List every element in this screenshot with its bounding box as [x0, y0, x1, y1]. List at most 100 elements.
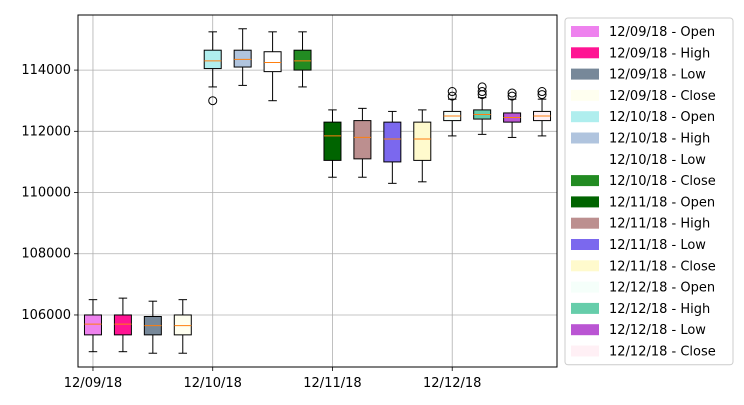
box-body — [113, 314, 132, 336]
x-tick-label: 12/11/18 — [303, 376, 361, 391]
box-body — [233, 49, 252, 68]
x-axis: 12/09/18 12/10/18 12/11/18 12/12/18 — [64, 367, 481, 391]
legend-item: 12/11/18 - Close — [571, 259, 716, 274]
box-12 — [443, 87, 462, 137]
legend-swatch — [571, 68, 599, 80]
box-body — [413, 121, 432, 161]
box-body — [293, 49, 312, 71]
outlier-point — [447, 87, 457, 97]
legend-item: 12/12/18 - Open — [571, 281, 715, 296]
legend-swatch — [571, 89, 599, 101]
outlier-point — [537, 90, 547, 100]
box-4 — [203, 31, 222, 106]
box-9 — [353, 107, 372, 178]
legend-swatch — [571, 26, 599, 37]
box-body — [323, 121, 342, 161]
legend-item: 12/11/18 - Open — [571, 195, 715, 210]
legend-swatch — [571, 175, 599, 187]
box-body — [203, 49, 222, 70]
legend-swatch — [571, 260, 599, 272]
legend-label: 12/09/18 - High — [609, 46, 710, 61]
legend-label: 12/12/18 - High — [609, 302, 710, 317]
legend-item: 12/12/18 - High — [571, 302, 710, 317]
legend-swatch — [571, 47, 599, 59]
legend-label: 12/09/18 - Open — [609, 25, 715, 40]
outlier-point — [507, 88, 517, 98]
legend-item: 12/11/18 - High — [571, 217, 710, 232]
legend-item: 12/10/18 - Close — [571, 174, 716, 189]
legend-item: 12/09/18 - Close — [571, 89, 716, 104]
legend-label: 12/09/18 - Close — [609, 89, 716, 104]
y-axis: 106000 108000 110000 112000 114000 — [21, 63, 78, 323]
legend-label: 12/09/18 - Low — [609, 68, 706, 83]
boxes — [83, 28, 552, 354]
box-body — [173, 314, 192, 336]
legend-swatch — [571, 239, 599, 250]
box-14 — [503, 88, 522, 138]
x-tick-label: 12/12/18 — [423, 376, 481, 391]
legend-swatch — [571, 345, 599, 357]
legend-item: 12/10/18 - High — [571, 132, 710, 147]
box-body — [263, 51, 282, 73]
legend-item: 12/09/18 - Open — [571, 25, 715, 40]
legend-item: 12/10/18 - Low — [571, 153, 706, 168]
box-body — [83, 314, 102, 336]
legend: 12/09/18 - Open 12/09/18 - High 12/09/18 -… — [564, 17, 734, 366]
box-15 — [533, 87, 552, 137]
legend-swatch — [571, 281, 599, 293]
legend-label: 12/11/18 - Close — [609, 259, 716, 274]
legend-label: 12/10/18 - High — [609, 132, 710, 147]
box-7 — [293, 31, 312, 88]
outlier-point — [507, 91, 517, 101]
y-tick-label: 106000 — [21, 308, 71, 323]
grid-lines — [78, 15, 557, 367]
box-13 — [473, 82, 492, 135]
outlier-point — [477, 87, 487, 97]
box-0 — [83, 299, 102, 353]
y-tick-label: 114000 — [21, 63, 71, 78]
legend-label: 12/12/18 - Low — [609, 323, 706, 338]
legend-swatch — [571, 132, 599, 144]
outlier-point — [447, 91, 457, 101]
legend-swatch — [571, 153, 599, 165]
legend-label: 12/12/18 - Open — [609, 281, 715, 296]
box-11 — [413, 109, 432, 183]
legend-label: 12/11/18 - High — [609, 217, 710, 232]
legend-item: 12/10/18 - Open — [571, 110, 715, 125]
x-tick-label: 12/10/18 — [184, 376, 242, 391]
y-tick-label: 110000 — [21, 186, 71, 201]
legend-item: 12/11/18 - Low — [571, 238, 706, 253]
y-tick-label: 112000 — [21, 124, 71, 139]
plot-area-frame — [77, 14, 558, 368]
legend-item: 12/09/18 - Low — [571, 68, 706, 83]
legend-swatch — [571, 111, 599, 123]
y-tick-label: 108000 — [21, 247, 71, 262]
legend-swatch — [571, 217, 599, 229]
box-1 — [113, 297, 132, 353]
legend-item: 12/12/18 - Close — [571, 345, 716, 360]
box-body — [353, 120, 372, 160]
legend-label: 12/11/18 - Open — [609, 195, 715, 210]
legend-swatch — [571, 196, 599, 208]
legend-label: 12/10/18 - Close — [609, 174, 716, 189]
box-6 — [263, 31, 282, 102]
box-2 — [143, 300, 162, 354]
legend-label: 12/10/18 - Low — [609, 153, 706, 168]
legend-swatch — [571, 302, 599, 314]
legend-item: 12/09/18 - High — [571, 46, 710, 61]
x-tick-label: 12/09/18 — [64, 376, 122, 391]
outlier-point — [208, 96, 218, 106]
box-5 — [233, 28, 252, 86]
legend-label: 12/10/18 - Open — [609, 110, 715, 125]
legend-swatch — [571, 324, 599, 336]
legend-label: 12/11/18 - Low — [609, 238, 706, 253]
outlier-point — [537, 87, 547, 97]
box-3 — [173, 299, 192, 354]
legend-frame — [564, 17, 734, 366]
outlier-point — [477, 82, 487, 92]
box-10 — [383, 110, 402, 184]
legend-item: 12/12/18 - Low — [571, 323, 706, 338]
box-8 — [323, 109, 342, 178]
box-body — [383, 121, 402, 163]
